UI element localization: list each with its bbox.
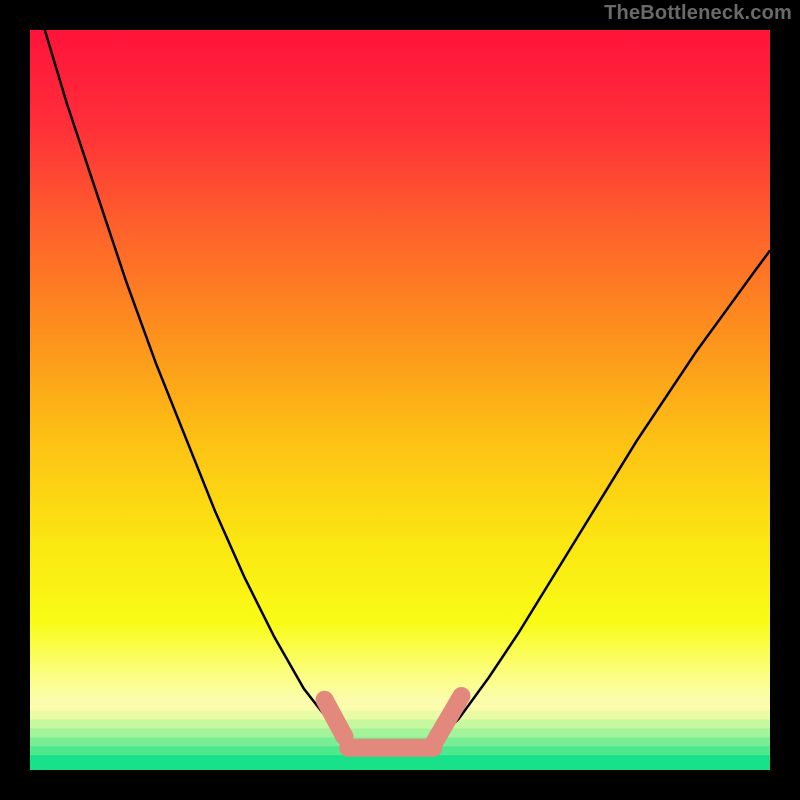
gradient-band xyxy=(30,755,770,770)
gradient-band xyxy=(30,711,770,720)
attribution-text: TheBottleneck.com xyxy=(604,2,792,25)
gradient-band xyxy=(30,700,770,711)
gradient-band xyxy=(30,729,770,738)
gradient-band xyxy=(30,720,770,729)
heatmap-gradient xyxy=(30,30,770,770)
